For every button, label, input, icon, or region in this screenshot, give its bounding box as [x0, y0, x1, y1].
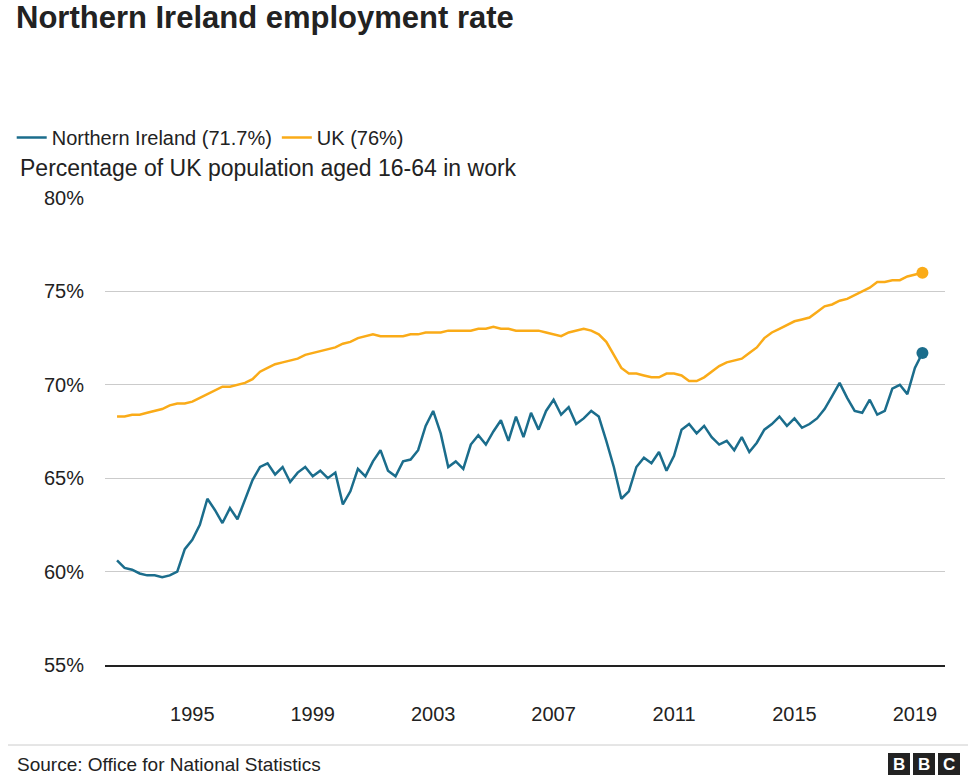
- svg-text:70%: 70%: [44, 374, 84, 396]
- svg-text:Northern Ireland (71.7%): Northern Ireland (71.7%): [52, 127, 272, 149]
- svg-text:2003: 2003: [411, 703, 456, 725]
- svg-text:80%: 80%: [44, 187, 84, 209]
- svg-text:C: C: [943, 755, 955, 774]
- svg-text:B: B: [918, 755, 930, 774]
- svg-text:2019: 2019: [893, 703, 938, 725]
- svg-text:B: B: [893, 755, 905, 774]
- svg-text:55%: 55%: [44, 654, 84, 676]
- svg-text:2011: 2011: [653, 703, 696, 725]
- svg-text:2015: 2015: [772, 703, 817, 725]
- svg-text:1999: 1999: [290, 703, 335, 725]
- svg-text:75%: 75%: [44, 280, 84, 302]
- svg-text:Northern Ireland employment ra: Northern Ireland employment rate: [16, 0, 514, 35]
- svg-text:60%: 60%: [44, 561, 84, 583]
- svg-text:65%: 65%: [44, 467, 84, 489]
- svg-text:Percentage of UK population ag: Percentage of UK population aged 16-64 i…: [20, 155, 517, 181]
- svg-text:Source: Office for National St: Source: Office for National Statistics: [17, 754, 321, 775]
- svg-text:UK (76%): UK (76%): [317, 127, 404, 149]
- svg-text:1995: 1995: [170, 703, 215, 725]
- svg-text:2007: 2007: [531, 703, 576, 725]
